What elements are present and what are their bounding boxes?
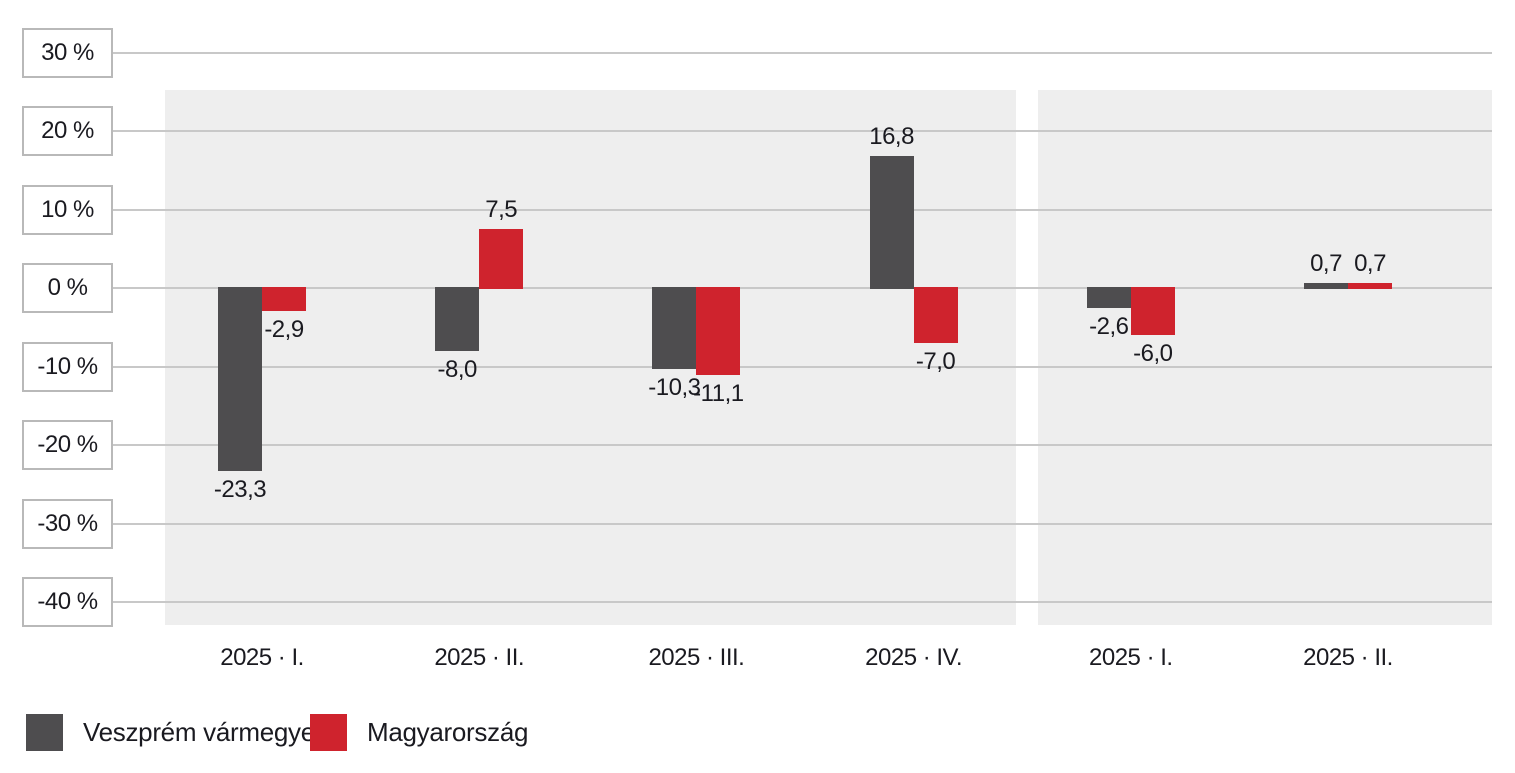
y-tick-box: 0 % — [22, 263, 113, 313]
y-tick-box: 20 % — [22, 106, 113, 156]
bar-value-label: -2,6 — [1089, 313, 1129, 341]
x-axis-label: 2025 · I. — [1089, 644, 1173, 671]
bar-value-label: -23,3 — [213, 475, 267, 503]
legend-item: Magyarország — [310, 714, 528, 751]
bar-magyarorszag — [696, 287, 741, 376]
plot-panel — [1038, 90, 1492, 625]
bar-value-label: -6,0 — [1133, 340, 1173, 368]
y-tick-box: 10 % — [22, 184, 113, 235]
bar-magyarorszag — [262, 287, 306, 311]
bar-veszprem — [1086, 287, 1131, 309]
gridline — [113, 51, 1492, 54]
bar-value-label: -2,9 — [264, 315, 304, 343]
y-tick-box: -10 % — [22, 341, 113, 392]
bar-magyarorszag — [913, 287, 958, 343]
bar-value-label: 0,7 — [1310, 249, 1342, 277]
bar-veszprem — [218, 287, 262, 471]
y-tick-label: -10 % — [37, 352, 98, 380]
y-tick-box: -40 % — [22, 577, 113, 627]
y-tick-label: 20 % — [41, 117, 94, 144]
legend-swatch — [26, 714, 63, 751]
legend-item: Veszprém vármegye — [26, 714, 315, 751]
gridline — [113, 130, 1492, 132]
x-axis-label: 2025 · I. — [220, 644, 304, 671]
y-tick-box: -20 % — [22, 420, 113, 470]
gridline — [113, 287, 1492, 289]
bar-value-label: -7,0 — [915, 347, 956, 375]
bar-magyarorszag — [1130, 287, 1175, 336]
legend-swatch — [310, 714, 347, 751]
bar-veszprem — [435, 287, 480, 351]
bar-magyarorszag — [479, 229, 524, 289]
x-axis-label: 2025 · II. — [1303, 644, 1393, 671]
y-tick-label: 0 % — [47, 274, 88, 301]
gridline — [113, 365, 1492, 368]
bar-magyarorszag — [1348, 282, 1392, 289]
y-tick-label: 30 % — [41, 38, 94, 66]
y-tick-label: -20 % — [37, 431, 98, 458]
y-tick-label: -40 % — [37, 588, 98, 615]
x-axis-label: 2025 · III. — [648, 644, 745, 671]
gridline — [113, 522, 1492, 525]
bar-value-label: 16,8 — [869, 123, 914, 151]
bar-value-label: 7,5 — [485, 196, 518, 224]
bar-value-label: 0,7 — [1354, 249, 1386, 277]
y-tick-box: 30 % — [22, 27, 113, 78]
legend-label: Magyarország — [367, 717, 529, 747]
bar-veszprem — [1304, 282, 1348, 289]
bar-value-label: -10,3 — [648, 373, 701, 401]
bar-value-label: -8,0 — [437, 355, 478, 383]
legend-label: Veszprém vármegye — [83, 717, 315, 747]
bar-veszprem — [652, 287, 697, 369]
bar-value-label: -11,1 — [693, 380, 744, 408]
gridline — [113, 601, 1492, 603]
x-axis-label: 2025 · II. — [434, 644, 525, 671]
y-tick-label: 10 % — [41, 195, 94, 223]
gridline — [113, 444, 1492, 446]
gridline — [113, 208, 1492, 211]
x-axis-label: 2025 · IV. — [865, 644, 963, 671]
y-tick-box: -30 % — [22, 498, 113, 549]
y-tick-label: -30 % — [37, 509, 98, 537]
bar-veszprem — [869, 156, 914, 289]
